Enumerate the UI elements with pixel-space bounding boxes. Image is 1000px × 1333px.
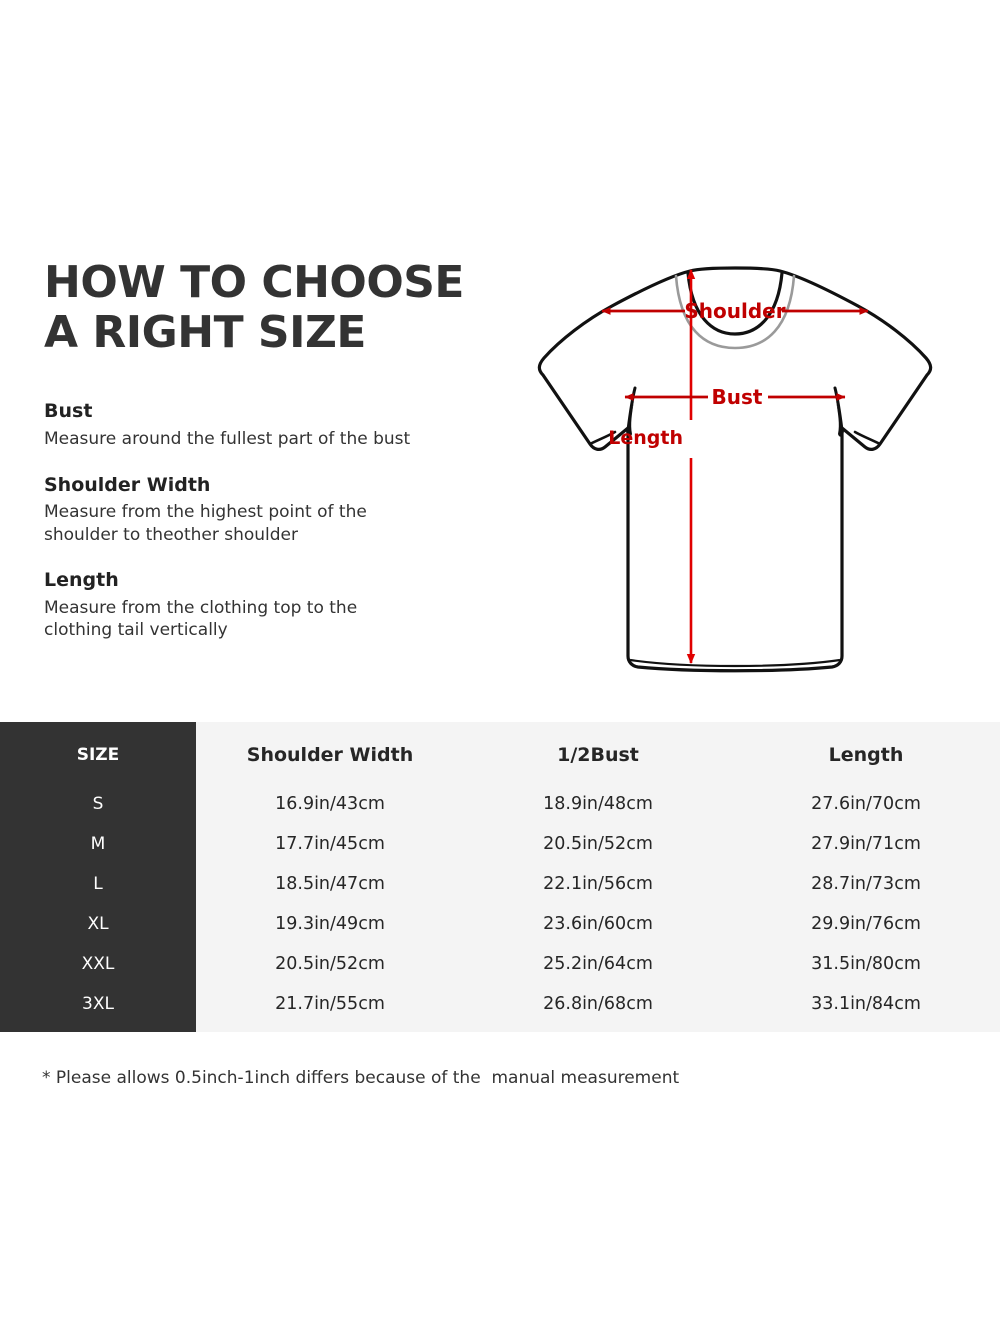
table-row: XXL 20.5in/52cm 25.2in/64cm 31.5in/80cm bbox=[0, 944, 1000, 984]
table-row: 3XL 21.7in/55cm 26.8in/68cm 33.1in/84cm bbox=[0, 984, 1000, 1024]
cell-bust: 23.6in/60cm bbox=[543, 914, 653, 934]
length-label: Length bbox=[608, 427, 683, 449]
measure-term-length: Length bbox=[44, 569, 119, 592]
measure-block-shoulder-width: Shoulder Width Measure from the highest … bbox=[44, 473, 484, 547]
cell-size: XL bbox=[87, 914, 109, 934]
shoulder-measure: Shoulder bbox=[601, 299, 869, 323]
length-measure: Length bbox=[608, 269, 696, 664]
size-column-background bbox=[0, 722, 196, 1032]
tshirt-outline bbox=[537, 266, 933, 673]
cell-size: S bbox=[92, 794, 104, 814]
cell-shoulder: 19.3in/49cm bbox=[275, 914, 385, 934]
cell-size: 3XL bbox=[82, 994, 114, 1014]
measure-term-bust: Bust bbox=[44, 400, 93, 423]
measure-desc-bust: Measure around the fullest part of the b… bbox=[44, 429, 411, 450]
table-row: S 16.9in/43cm 18.9in/48cm 27.6in/70cm bbox=[0, 784, 1000, 824]
bust-measure: Bust bbox=[624, 385, 846, 409]
cell-bust: 20.5in/52cm bbox=[543, 834, 653, 854]
cell-shoulder: 18.5in/47cm bbox=[275, 874, 385, 894]
cell-bust: 25.2in/64cm bbox=[543, 954, 653, 974]
cell-shoulder: 20.5in/52cm bbox=[275, 954, 385, 974]
cell-bust: 26.8in/68cm bbox=[543, 994, 653, 1014]
cell-shoulder: 16.9in/43cm bbox=[275, 794, 385, 814]
shoulder-label: Shoulder bbox=[684, 299, 785, 323]
cell-size: XXL bbox=[81, 954, 115, 974]
measure-block-length: Length Measure from the clothing top to … bbox=[44, 568, 484, 642]
bust-label: Bust bbox=[712, 385, 763, 409]
measure-desc-shoulder-width: Measure from the highest point of the sh… bbox=[44, 502, 367, 545]
instructions-panel: HOW TO CHOOSE A RIGHT SIZE Bust Measure … bbox=[44, 258, 484, 642]
armpit-shading bbox=[626, 400, 844, 437]
cell-length: 27.9in/71cm bbox=[811, 834, 921, 854]
table-header-row: SIZE Shoulder Width 1/2Bust Length bbox=[0, 722, 1000, 784]
measure-term-shoulder-width: Shoulder Width bbox=[44, 473, 211, 496]
cell-length: 29.9in/76cm bbox=[811, 914, 921, 934]
cell-length: 33.1in/84cm bbox=[811, 994, 921, 1014]
size-table-grid: SIZE Shoulder Width 1/2Bust Length S 16.… bbox=[0, 722, 1000, 1032]
header-shoulder-width: Shoulder Width bbox=[246, 744, 414, 766]
shirt-hem-line bbox=[629, 658, 841, 668]
header-size: SIZE bbox=[76, 745, 120, 765]
table-row: M 17.7in/45cm 20.5in/52cm 27.9in/71cm bbox=[0, 824, 1000, 864]
sleeve-hem-lines bbox=[588, 430, 882, 446]
header-length: Length bbox=[828, 744, 904, 766]
cell-size: L bbox=[93, 874, 103, 894]
measure-desc-length: Measure from the clothing top to the clo… bbox=[44, 597, 358, 641]
cell-bust: 18.9in/48cm bbox=[543, 794, 653, 814]
measurement-disclaimer: * Please allows 0.5inch-1inch differs be… bbox=[42, 1068, 680, 1088]
cell-shoulder: 17.7in/45cm bbox=[275, 834, 385, 854]
size-table: SIZE Shoulder Width 1/2Bust Length S 16.… bbox=[0, 722, 1000, 1032]
table-row: XL 19.3in/49cm 23.6in/60cm 29.9in/76cm bbox=[0, 904, 1000, 944]
page-title: HOW TO CHOOSE A RIGHT SIZE bbox=[44, 257, 465, 358]
cell-bust: 22.1in/56cm bbox=[543, 874, 653, 894]
table-row: L 18.5in/47cm 22.1in/56cm 28.7in/73cm bbox=[0, 864, 1000, 904]
cell-length: 31.5in/80cm bbox=[811, 954, 921, 974]
header-half-bust: 1/2Bust bbox=[557, 744, 639, 766]
cell-length: 27.6in/70cm bbox=[811, 794, 921, 814]
collar bbox=[674, 271, 796, 350]
measure-block-bust: Bust Measure around the fullest part of … bbox=[44, 399, 484, 450]
cell-size: M bbox=[90, 834, 106, 854]
header-section: HOW TO CHOOSE A RIGHT SIZE Bust Measure … bbox=[44, 257, 933, 673]
cell-length: 28.7in/73cm bbox=[811, 874, 921, 894]
cell-shoulder: 21.7in/55cm bbox=[275, 994, 385, 1014]
tshirt-diagram: Length Shoulder Bust bbox=[537, 266, 933, 673]
